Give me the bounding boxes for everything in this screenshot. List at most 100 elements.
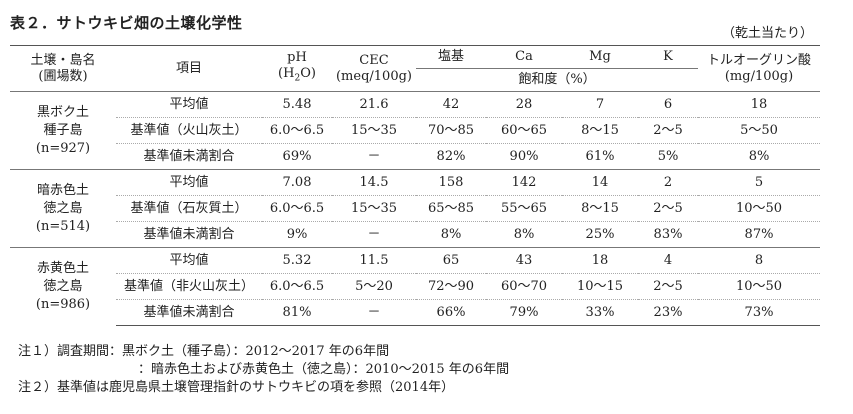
cell-mg: 10～15: [562, 273, 638, 300]
header-item: 項目: [116, 45, 262, 92]
header-saturation: 飽和度（%）: [416, 68, 698, 92]
cell-cec: 15～35: [332, 117, 416, 144]
cell-ca: 79%: [486, 299, 562, 326]
header-cec: CEC (meq/100g): [332, 45, 416, 92]
cell-p: 5～50: [698, 117, 820, 144]
cell-cec: 14.5: [332, 169, 416, 196]
cell-cec: 5～20: [332, 273, 416, 300]
soil-chemistry-table: 土壌・島名 (圃場数) 項目 pH (H2O) CEC (meq/100g) 塩…: [10, 45, 820, 326]
cell-p: 73%: [698, 299, 820, 326]
cell-ca: 8%: [486, 221, 562, 248]
soil-group-label: 赤黄色土 徳之島 (n=986): [10, 247, 116, 326]
cell-k: 2: [638, 169, 698, 196]
cell-p: 10～50: [698, 273, 820, 300]
cell-ph: 6.0～6.5: [262, 117, 332, 144]
cell-k: 23%: [638, 299, 698, 326]
cell-base: 42: [442, 96, 460, 112]
header-truog: トルオーグリン酸 (mg/100g): [698, 45, 820, 92]
cell-base: 72～90: [416, 273, 486, 300]
row-item-label: 基準値未満割合: [116, 221, 262, 248]
cell-p: 87%: [698, 221, 820, 248]
cell-base: 65～85: [416, 195, 486, 222]
row-item-label: 基準値（石灰質土）: [116, 195, 262, 222]
header-k: K: [638, 45, 698, 69]
cell-mg: 18: [562, 247, 638, 274]
table-row: 基準値（非火山灰土） 6.0～6.5 5～20 72～90 60～70 10～15 2～5 1…: [10, 273, 820, 300]
cell-k: 5%: [638, 143, 698, 170]
cell-ph: 9%: [262, 221, 332, 248]
unit-note: （乾土当たり）: [721, 26, 813, 41]
cell-p: 8%: [698, 143, 820, 170]
cell-p: 5: [698, 169, 820, 196]
cell-mg: 8～15: [562, 117, 638, 144]
row-item-label: 平均値: [116, 169, 262, 196]
cell-base: 8%: [416, 221, 486, 248]
header-ca: Ca: [486, 45, 562, 69]
cell-ph: 6.0～6.5: [262, 195, 332, 222]
table-row: 基準値（石灰質土） 6.0～6.5 15～35 65～85 55～65 8～15 2～5 10…: [10, 195, 820, 222]
cell-ca: 28: [515, 96, 533, 112]
header-mg: Mg: [562, 45, 638, 69]
cell-k: 83%: [638, 221, 698, 248]
cell-cec: －: [332, 143, 416, 170]
cell-ph: 5.48: [282, 96, 312, 112]
cell-base: 70～85: [416, 117, 486, 144]
cell-k: 4: [638, 247, 698, 274]
row-item-label: 平均値: [169, 96, 209, 112]
cell-cec: －: [332, 299, 416, 326]
cell-p: 8: [698, 247, 820, 274]
cell-cec: 15～35: [332, 195, 416, 222]
footnotes: 注１）調査期間：黒ボク土（種子島）：2012～2017 年の6年間 ：暗赤色土お…: [18, 343, 509, 397]
cell-k: 2～5: [638, 273, 698, 300]
cell-ca: 142: [486, 169, 562, 196]
cell-ca: 90%: [486, 143, 562, 170]
cell-ca: 43: [486, 247, 562, 274]
row-item-label: 基準値（火山灰土）: [116, 117, 262, 144]
row-item-label: 平均値: [116, 247, 262, 274]
soil-group-label: 暗赤色土 徳之島 (n=514): [10, 169, 116, 248]
cell-k: 6: [663, 96, 673, 112]
table-title: 表２．サトウキビ畑の土壌化学性: [10, 14, 243, 32]
header-soil: 土壌・島名 (圃場数): [10, 45, 116, 92]
soil-group-label: 黒ボク土 種子島 (n=927): [35, 104, 91, 156]
cell-ca: 60～70: [486, 273, 562, 300]
cell-k: 2～5: [638, 195, 698, 222]
cell-mg: 61%: [562, 143, 638, 170]
cell-ph: 7.08: [262, 169, 332, 196]
cell-base: 65: [416, 247, 486, 274]
cell-cec: 11.5: [332, 247, 416, 274]
cell-base: 66%: [416, 299, 486, 326]
cell-mg: 14: [562, 169, 638, 196]
cell-ca: 55～65: [486, 195, 562, 222]
note-1b: ：暗赤色土および赤黄色土（徳之島）：2010～2015 年の6年間: [138, 362, 510, 377]
table-row: 基準値未満割合 9% － 8% 8% 25% 83% 87%: [10, 221, 820, 248]
cell-mg: 25%: [562, 221, 638, 248]
row-item-label: 基準値未満割合: [116, 143, 262, 170]
table-row: 基準値未満割合 69% － 82% 90% 61% 5% 8%: [10, 143, 820, 170]
cell-k: 2～5: [638, 117, 698, 144]
row-item-label: 基準値（非火山灰土）: [116, 273, 262, 300]
cell-mg: 7: [595, 96, 605, 112]
table-row: 赤黄色土 徳之島 (n=986) 平均値 5.32 11.5 65 43 18 4 8: [10, 247, 820, 326]
table-row: 基準値（火山灰土） 6.0～6.5 15～35 70～85 60～65 8～15 2～5 5～…: [10, 117, 820, 144]
table-row: 暗赤色土 徳之島 (n=514) 平均値 7.08 14.5 158 142 14 2 5: [10, 169, 820, 248]
row-item-label: 基準値未満割合: [116, 299, 262, 326]
cell-base: 158: [416, 169, 486, 196]
cell-ph: 6.0～6.5: [262, 273, 332, 300]
note-2: 注２）基準値は鹿児島県土壌管理指針のサトウキビの項を参照（2014年）: [18, 380, 455, 395]
note-1a: 注１）調査期間：黒ボク土（種子島）：2012～2017 年の6年間: [18, 344, 390, 359]
cell-mg: 8～15: [562, 195, 638, 222]
table-row: 基準値未満割合 81% － 66% 79% 33% 23% 73%: [10, 299, 820, 326]
cell-p: 10～50: [698, 195, 820, 222]
cell-ph: 69%: [262, 143, 332, 170]
cell-ph: 5.32: [262, 247, 332, 274]
cell-base: 82%: [416, 143, 486, 170]
cell-ca: 60～65: [486, 117, 562, 144]
cell-cec: －: [332, 221, 416, 248]
header-ph: pH (H2O): [262, 45, 332, 92]
cell-ph: 81%: [262, 299, 332, 326]
header-base: 塩基: [416, 45, 486, 69]
cell-p: 18: [750, 96, 768, 112]
cell-cec: 21.6: [359, 96, 389, 112]
cell-mg: 33%: [562, 299, 638, 326]
